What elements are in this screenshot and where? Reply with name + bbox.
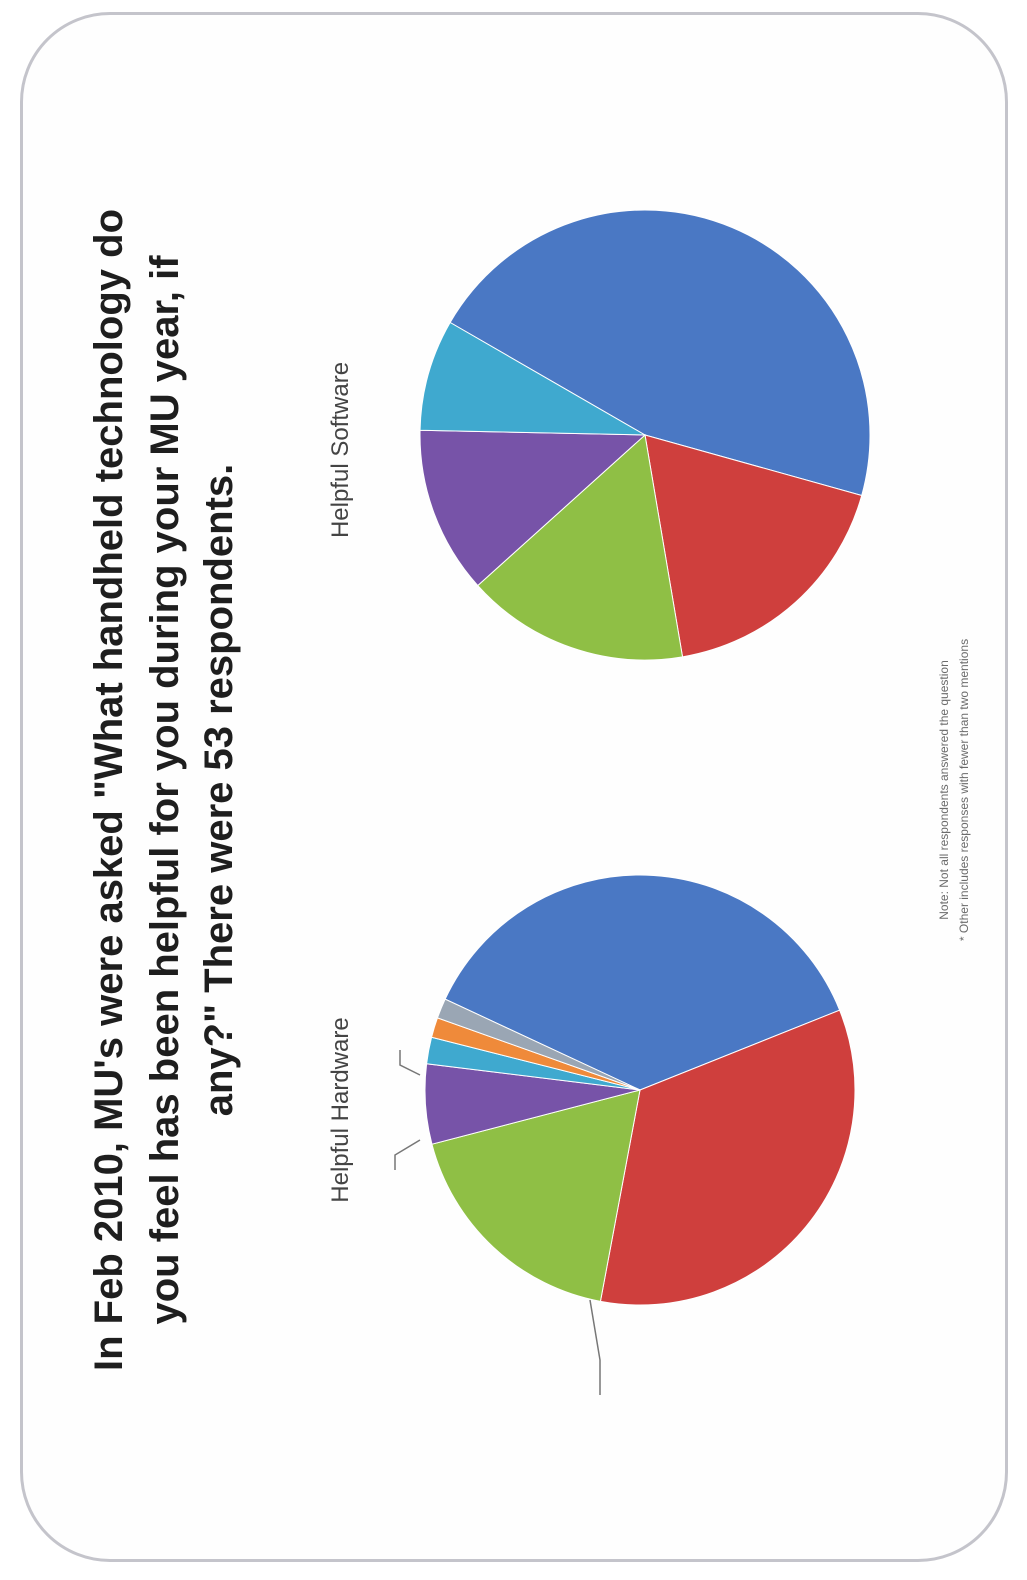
footnote-1: Note: Not all respondents answered the q… [937, 660, 951, 920]
hardware-pie-slice-3 [431, 1089, 641, 1302]
software-pie-slice-2 [644, 434, 863, 658]
hardware-pie-slice-7 [436, 998, 641, 1091]
hardware-callouts [394, 1050, 601, 1395]
hardware-pie-chart [424, 874, 856, 1306]
hardware-pie-title: Helpful Hardware [327, 1017, 354, 1202]
software-pie-slice-3 [477, 434, 684, 661]
footnote-2: * Other includes responses with fewer th… [957, 639, 971, 941]
hardware-pie-slice-1 [444, 874, 841, 1091]
software-pie-chart [419, 209, 871, 661]
software-pie-slice-4 [419, 429, 647, 587]
heading-line-1: In Feb 2010, MU's were asked "What handh… [87, 209, 131, 1371]
software-pie-title: Helpful Software [327, 362, 354, 538]
heading-line-3: any?" There were 53 respondents. [197, 464, 241, 1117]
rotated-content: In Feb 2010, MU's were asked "What handh… [87, 209, 971, 1395]
heading-line-2: you feel has been helpful for you during… [143, 255, 187, 1325]
software-pie-slice-1 [449, 209, 871, 497]
hardware-pie-slice-2 [599, 1009, 856, 1306]
software-pie-slice-5 [419, 321, 646, 436]
